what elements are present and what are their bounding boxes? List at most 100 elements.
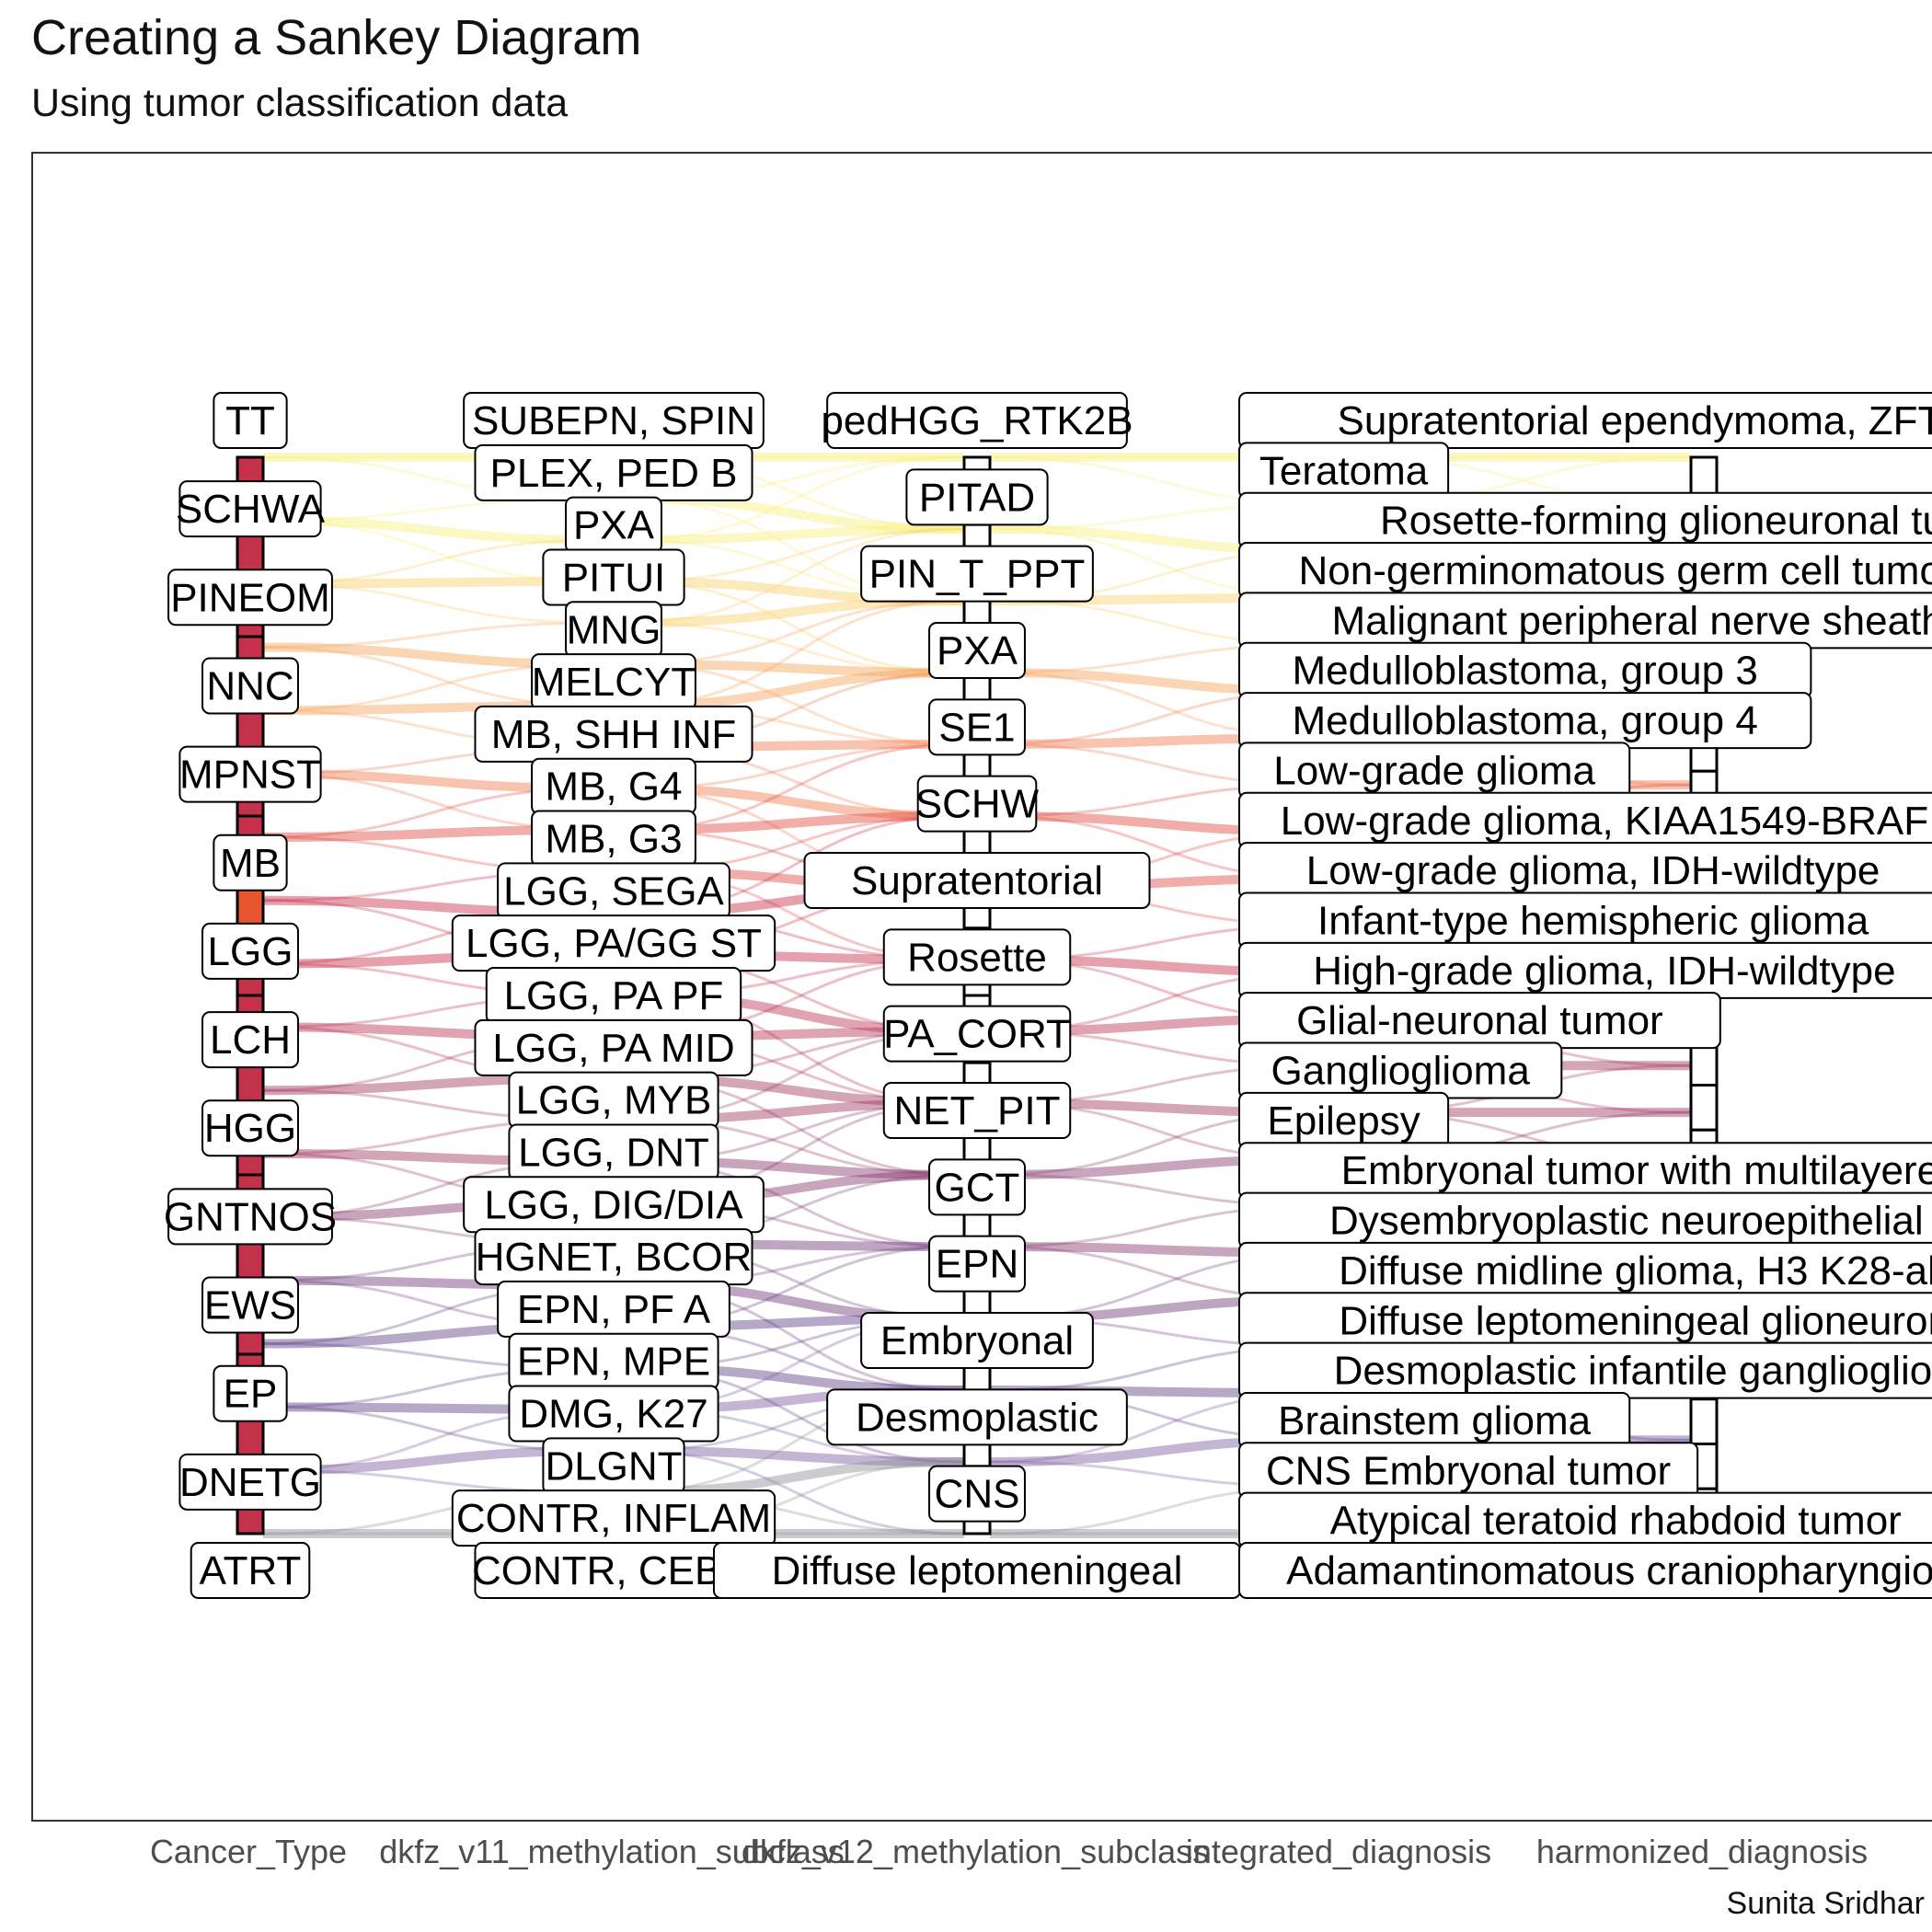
label-integrated-diagnosis-high-grade-glioma-idh-wildtype: High-grade glioma, IDH-wildtype [1238,941,1932,999]
label-dkfz-v11-methylation-subclass-contr-inflam: CONTR, INFLAM [451,1489,776,1547]
label-text: LGG, MYB [516,1078,712,1123]
label-text: Ganglioglioma [1271,1049,1531,1094]
label-integrated-diagnosis-ganglioglioma: Ganglioglioma [1238,1041,1563,1099]
label-integrated-diagnosis-dysembryoplastic-neuroepithelial-tumor: Dysembryoplastic neuroepithelial tumor [1238,1191,1932,1249]
label-dkfz-v11-methylation-subclass-lgg-pa-mid: LGG, PA MID [474,1018,753,1076]
label-text: Rosette-forming glioneuronal tumor, othe… [1380,499,1932,544]
label-text: LGG, PA/GG ST [466,921,762,966]
label-integrated-diagnosis-low-grade-glioma-idh-wildtype: Low-grade glioma, IDH-wildtype [1238,842,1932,900]
label-box [860,1312,1094,1369]
label-text: Desmoplastic infantile ganglioglioma [1334,1349,1932,1394]
label-text: Teratoma [1259,448,1429,493]
label-dkfz-v11-methylation-subclass-mng: MNG [565,601,662,659]
label-text: CONTR, INFLAM [456,1496,771,1541]
label-text: Desmoplastic [856,1395,1098,1440]
label-group: TT SCHWA PINEOM NNC MPNST MB LGG LCH HGG GNTNOS EW… [164,392,1932,1599]
flow-dkfz-v11-methylation-subclass-24-15 [626,1449,965,1535]
label-dkfz-v12-methylation-subclass-epn: EPN [928,1235,1026,1293]
label-dkfz-v11-methylation-subclass-lgg-myb: LGG, MYB [508,1071,719,1129]
axis-label-dkfz-v11: dkfz_v11_methylation_subclass [379,1833,845,1870]
label-text: Embryonal [880,1318,1074,1363]
chart-title: Creating a Sankey Diagram [31,10,642,65]
label-dkfz-v12-methylation-subclass-se1: SE1 [928,698,1026,756]
flow-dkfz-v11-methylation-subclass-24-14 [626,1446,965,1466]
label-text: LGG [208,929,293,974]
label-text: PLEX, PED B [489,451,737,496]
label-box [860,545,1094,603]
label-text: Non-germinomatous germ cell tumor [1299,548,1932,593]
label-text: DLGNT [545,1443,682,1489]
label-cancer-type-hgg: HGG [201,1099,299,1157]
label-text: PITUI [562,555,665,600]
label-box [178,480,322,538]
plot-panel: TT SCHWA PINEOM NNC MPNST MB LGG LCH HGG GNTNOS EW… [31,152,1932,1822]
label-integrated-diagnosis-infant-type-hemispheric-glioma: Infant-type hemispheric glioma [1238,891,1932,949]
label-text: MB, SHH INF [491,712,736,757]
label-cancer-type-dnetg: DNETG [178,1453,322,1511]
label-integrated-diagnosis-cns-embryonal-tumor: CNS Embryonal tumor [1238,1442,1699,1500]
label-integrated-diagnosis-embryonal-tumor-with-multilayered-rosettes: Embryonal tumor with multilayered rosett… [1238,1142,1932,1200]
flow-dkfz-v11-methylation-subclass-3-3 [626,580,965,674]
label-text: Low-grade glioma [1273,748,1595,793]
label-text: SE1 [938,705,1015,750]
label-box [213,392,288,449]
label-dkfz-v12-methylation-subclass-pin-t-ppt: PIN_T_PPT [860,545,1094,603]
label-box [882,928,1072,986]
label-text: Low-grade glioma, IDH-wildtype [1306,848,1880,893]
label-box [826,1388,1128,1446]
label-box [1238,392,1932,449]
label-box [178,745,322,803]
label-dkfz-v12-methylation-subclass-rosette: Rosette [882,928,1072,986]
label-text: Supratentorial ependymoma, ZFTA fusion-p… [1338,398,1932,443]
label-dkfz-v11-methylation-subclass-pitui: PITUI [542,548,685,606]
label-box [190,1542,311,1599]
label-dkfz-v11-methylation-subclass-melcyt: MELCYT [531,653,696,711]
label-text: Infant-type hemispheric glioma [1317,898,1869,943]
label-box [167,1188,333,1246]
label-dkfz-v11-methylation-subclass-mb-g3: MB, G3 [531,810,696,868]
label-text: Glial-neuronal tumor [1296,998,1663,1043]
label-dkfz-v12-methylation-subclass-pxa: PXA [928,622,1026,679]
label-box [905,468,1049,526]
label-text: SCHWA [176,487,326,532]
label-text: Atypical teratoid rhabdoid tumor [1330,1499,1902,1544]
label-text: Epilepsy [1267,1098,1420,1144]
label-text: Medulloblastoma, group 3 [1293,649,1758,694]
label-dkfz-v12-methylation-subclass-schw: SCHW [915,775,1040,833]
label-integrated-diagnosis-malignant-peripheral-nerve-sheath-tumor: Malignant peripheral nerve sheath tumor [1238,592,1932,650]
label-text: Embryonal tumor with multilayered rosett… [1341,1148,1932,1193]
label-dkfz-v11-methylation-subclass-dlgnt: DLGNT [542,1437,685,1495]
label-box [213,1364,288,1422]
axis-label-harmonized: harmonized_diagnosis [1535,1833,1869,1870]
label-box [882,1082,1072,1139]
label-cancer-type-lch: LCH [201,1011,299,1069]
label-text: CNS [935,1472,1020,1517]
label-box [167,569,333,627]
label-box [1238,1542,1932,1599]
label-integrated-diagnosis-low-grade-glioma: Low-grade glioma [1238,742,1631,799]
label-dkfz-v11-methylation-subclass-lgg-sega: LGG, SEGA [497,862,730,920]
axis-label-integrated: integrated_diagnosis [1185,1833,1492,1870]
label-cancer-type-atrt: ATRT [190,1542,311,1599]
label-dkfz-v11-methylation-subclass-lgg-pa-pf: LGG, PA PF [485,967,742,1024]
flow-cancer-type-1-3 [262,519,602,583]
label-dkfz-v11-methylation-subclass-contr-cebm: CONTR, CEBM [472,1542,755,1599]
label-box [928,698,1026,756]
label-text: MB, G4 [545,765,682,810]
label-text: TT [225,398,275,443]
label-text: Low-grade glioma, KIAA1549-BRAF [1281,799,1928,844]
label-text: pedHGG_RTK2B [821,398,1133,443]
label-integrated-diagnosis-teratoma: Teratoma [1238,442,1450,500]
label-box [916,775,1038,833]
label-text: High-grade glioma, IDH-wildtype [1313,949,1895,994]
label-text: Dysembryoplastic neuroepithelial tumor [1329,1199,1932,1244]
label-cancer-type-ews: EWS [201,1276,299,1334]
label-text: EPN, MPE [517,1340,710,1385]
label-dkfz-v11-methylation-subclass-mb-g4: MB, G4 [531,757,696,815]
label-dkfz-v11-methylation-subclass-plex-ped-b: PLEX, PED B [474,443,753,501]
label-box [201,922,299,980]
sankey-plot: TT SCHWA PINEOM NNC MPNST MB LGG LCH HGG GNTNOS EW… [164,392,1932,1599]
label-text: Rosette [907,935,1047,980]
label-text: NET_PIT [894,1088,1061,1133]
label-text: PXA [937,628,1018,673]
